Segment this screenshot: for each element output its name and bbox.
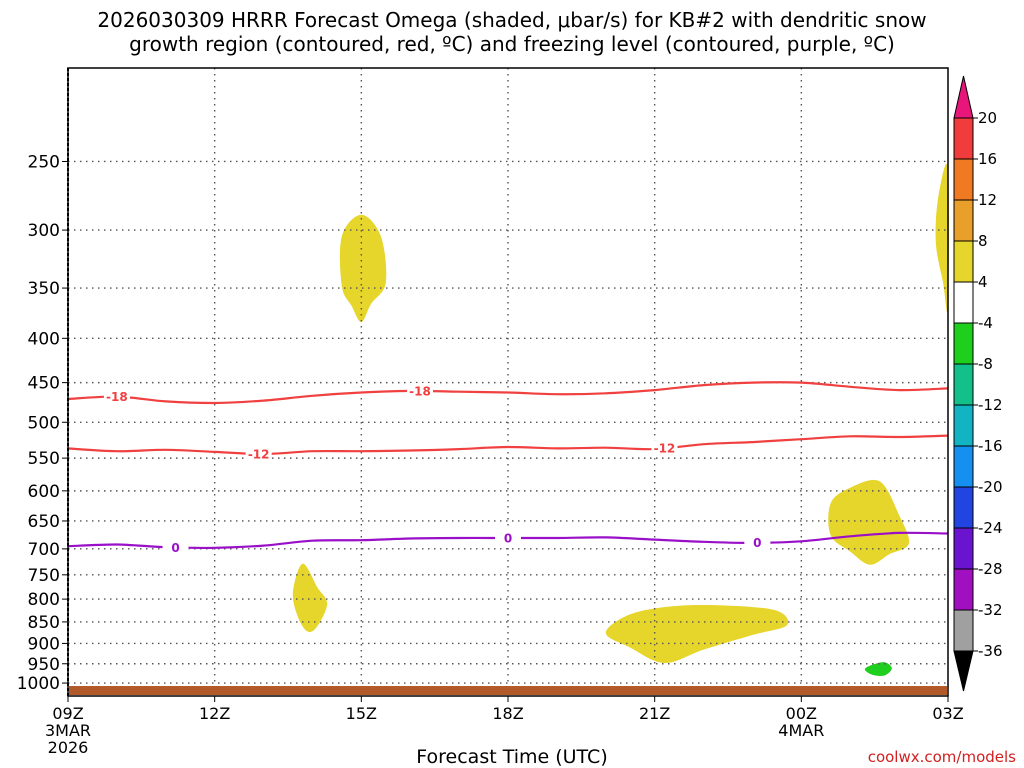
colorbar-label-20: 20: [978, 109, 997, 127]
colorbar-swatch: [953, 568, 974, 611]
colorbar-label--4: -4: [978, 314, 993, 332]
contour-label-bg: [407, 383, 433, 400]
shaded-omega-layer: [292, 163, 949, 676]
colorbar-label-8: 8: [978, 232, 988, 250]
colorbar-label--8: -8: [978, 355, 993, 373]
y-tick-label-300: 300: [28, 221, 60, 241]
contour-label-0-1: -18: [409, 385, 431, 399]
y-tick-label-600: 600: [28, 482, 60, 502]
x-tick-date-00Z: 4MAR: [778, 721, 824, 740]
y-tick-label-250: 250: [28, 152, 60, 172]
y-tick-label-750: 750: [28, 566, 60, 586]
omega-region-3: [605, 605, 789, 664]
y-tick-label-450: 450: [28, 374, 60, 394]
x-axis-label: Forecast Time (UTC): [416, 746, 608, 768]
colorbar: 20 16 12 8 4 -4 -8 -12 -16 -20 -24 -28 -32 -36: [953, 75, 1003, 692]
colorbar-swatch: [953, 199, 974, 242]
colorbar-label--28: -28: [978, 560, 1003, 578]
colorbar-label--36: -36: [978, 642, 1003, 660]
y-tick-label-700: 700: [28, 540, 60, 560]
colorbar-label-16: 16: [978, 150, 997, 168]
colorbar-label--32: -32: [978, 601, 1003, 619]
y-tick-label-500: 500: [28, 413, 60, 433]
credit-link[interactable]: coolwx.com/models: [867, 748, 1016, 766]
colorbar-swatch: [953, 322, 974, 365]
colorbar-swatch: [953, 158, 974, 201]
colorbar-label--20: -20: [978, 478, 1003, 496]
x-tick-label-09Z: 09Z: [52, 704, 83, 723]
colorbar-swatch: [953, 240, 974, 283]
ground-surface-strip: [69, 686, 947, 695]
title-line-1: 2026030309 HRRR Forecast Omega (shaded, …: [97, 8, 927, 32]
omega-region-6: [864, 662, 892, 676]
colorbar-label-12: 12: [978, 191, 997, 209]
contour-label-bg: [651, 440, 678, 457]
omega-region-4: [828, 479, 910, 565]
contour-label-0-0: -18: [106, 390, 128, 404]
x-tick-label-12Z: 12Z: [199, 704, 230, 723]
colorbar-label--24: -24: [978, 519, 1003, 537]
contour-line-1: [67, 434, 949, 456]
y-tick-label-800: 800: [28, 590, 60, 610]
contour-label-bg: [103, 388, 130, 405]
contour-label-bg: [744, 534, 771, 551]
contour-label-2-0: 0: [171, 541, 179, 555]
chart-title: 2026030309 HRRR Forecast Omega (shaded, …: [0, 8, 1024, 56]
contour-label-bg: [495, 529, 521, 546]
x-tick-label-03Z: 03Z: [932, 704, 963, 723]
colorbar-bottom-arrow: [953, 650, 974, 692]
colorbar-swatch: [953, 404, 974, 447]
x-tick-year-09Z: 2026: [48, 738, 89, 757]
colorbar-swatch: [953, 117, 974, 160]
contour-line-0: [67, 381, 949, 405]
x-tick-label-15Z: 15Z: [346, 704, 377, 723]
omega-region-2: [292, 563, 328, 633]
title-line-2: growth region (contoured, red, ºC) and f…: [129, 32, 895, 56]
y-tick-label-850: 850: [28, 613, 60, 633]
y-tick-label-1000: 1000: [17, 674, 60, 694]
omega-region-1: [339, 214, 387, 323]
colorbar-swatch: [953, 609, 974, 652]
contour-label-2-2: 0: [753, 536, 761, 550]
contour-label-1-1: -12: [654, 442, 676, 456]
colorbar-label--12: -12: [978, 396, 1003, 414]
colorbar-top-arrow: [953, 75, 974, 119]
y-tick-label-650: 650: [28, 512, 60, 532]
omega-region-5: [935, 163, 949, 313]
contour-label-bg: [245, 445, 272, 462]
axes-layer: 2503003504004505005506006507007508008509…: [17, 67, 964, 757]
colorbar-label-4: 4: [978, 273, 988, 291]
colorbar-swatch: [953, 527, 974, 570]
grid-layer: [68, 68, 948, 696]
contour-layer: -18 -18 -12 -12 0 0 0: [67, 381, 949, 556]
x-tick-label-00Z: 00Z: [786, 704, 817, 723]
y-tick-label-900: 900: [28, 634, 60, 654]
y-tick-label-350: 350: [28, 279, 60, 299]
colorbar-swatch: [953, 445, 974, 488]
contour-label-bg: [162, 539, 189, 556]
y-tick-label-950: 950: [28, 655, 60, 675]
contour-label-1-0: -12: [248, 447, 270, 461]
colorbar-swatch: [953, 486, 974, 529]
x-tick-label-21Z: 21Z: [639, 704, 670, 723]
x-tick-label-18Z: 18Z: [492, 704, 523, 723]
colorbar-swatch: [953, 363, 974, 406]
y-tick-label-550: 550: [28, 449, 60, 469]
y-tick-label-400: 400: [28, 329, 60, 349]
colorbar-swatch: [953, 281, 974, 324]
contour-label-2-1: 0: [504, 531, 512, 545]
x-tick-date-09Z: 3MAR: [45, 721, 91, 740]
colorbar-label--16: -16: [978, 437, 1003, 455]
